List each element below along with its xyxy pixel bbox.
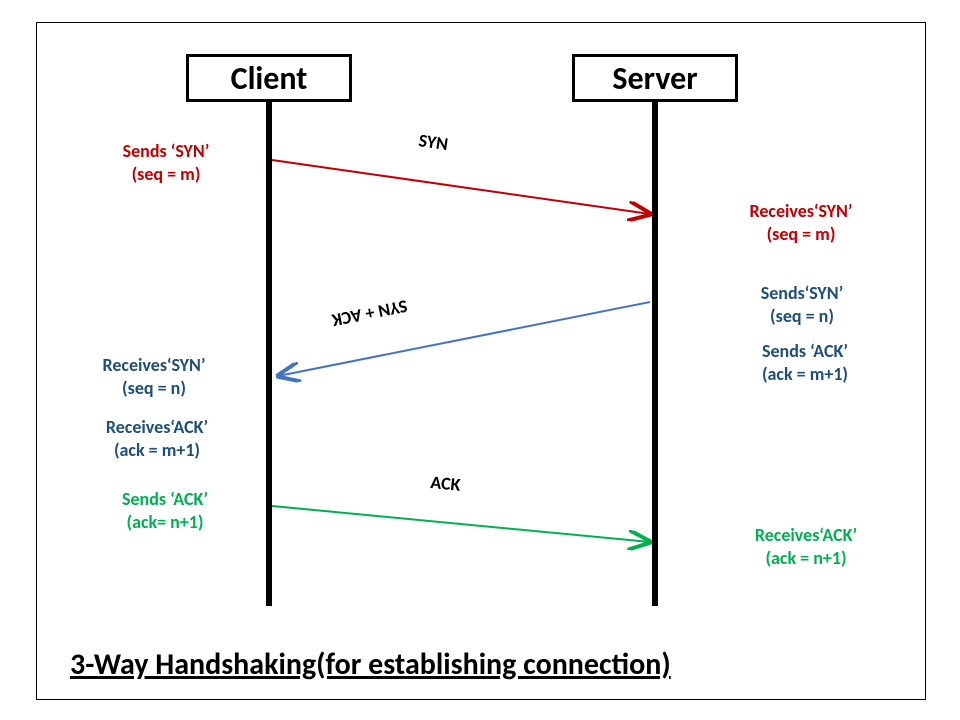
diagram-frame: Client Server SYN SYN + ACK ACK Sends ‘S… [0,0,960,720]
server-lifeline [652,102,658,606]
server-sends-syn: Sends‘SYN’ (seq = n) [722,282,882,327]
server-receives-ack: Receives‘ACK’ (ack = n+1) [716,524,896,569]
client-receives-syn: Receives‘SYN’ (seq = n) [74,354,234,399]
client-label: Client [231,59,308,98]
client-sends-syn: Sends ‘SYN’ (seq = m) [96,140,236,185]
client-lifeline [266,102,272,606]
server-sends-ack: Sends ‘ACK’ (ack = m+1) [720,340,890,385]
client-node: Client [186,54,352,102]
server-receives-syn: Receives‘SYN’ (seq = m) [716,200,886,245]
server-node: Server [572,54,738,102]
diagram-caption: 3-Way Handshaking(for establishing conne… [70,646,671,683]
client-receives-ack: Receives‘ACK’ (ack = m+1) [72,416,242,461]
client-sends-ack: Sends ‘ACK’ (ack= n+1) [90,488,240,533]
server-label: Server [612,59,697,98]
